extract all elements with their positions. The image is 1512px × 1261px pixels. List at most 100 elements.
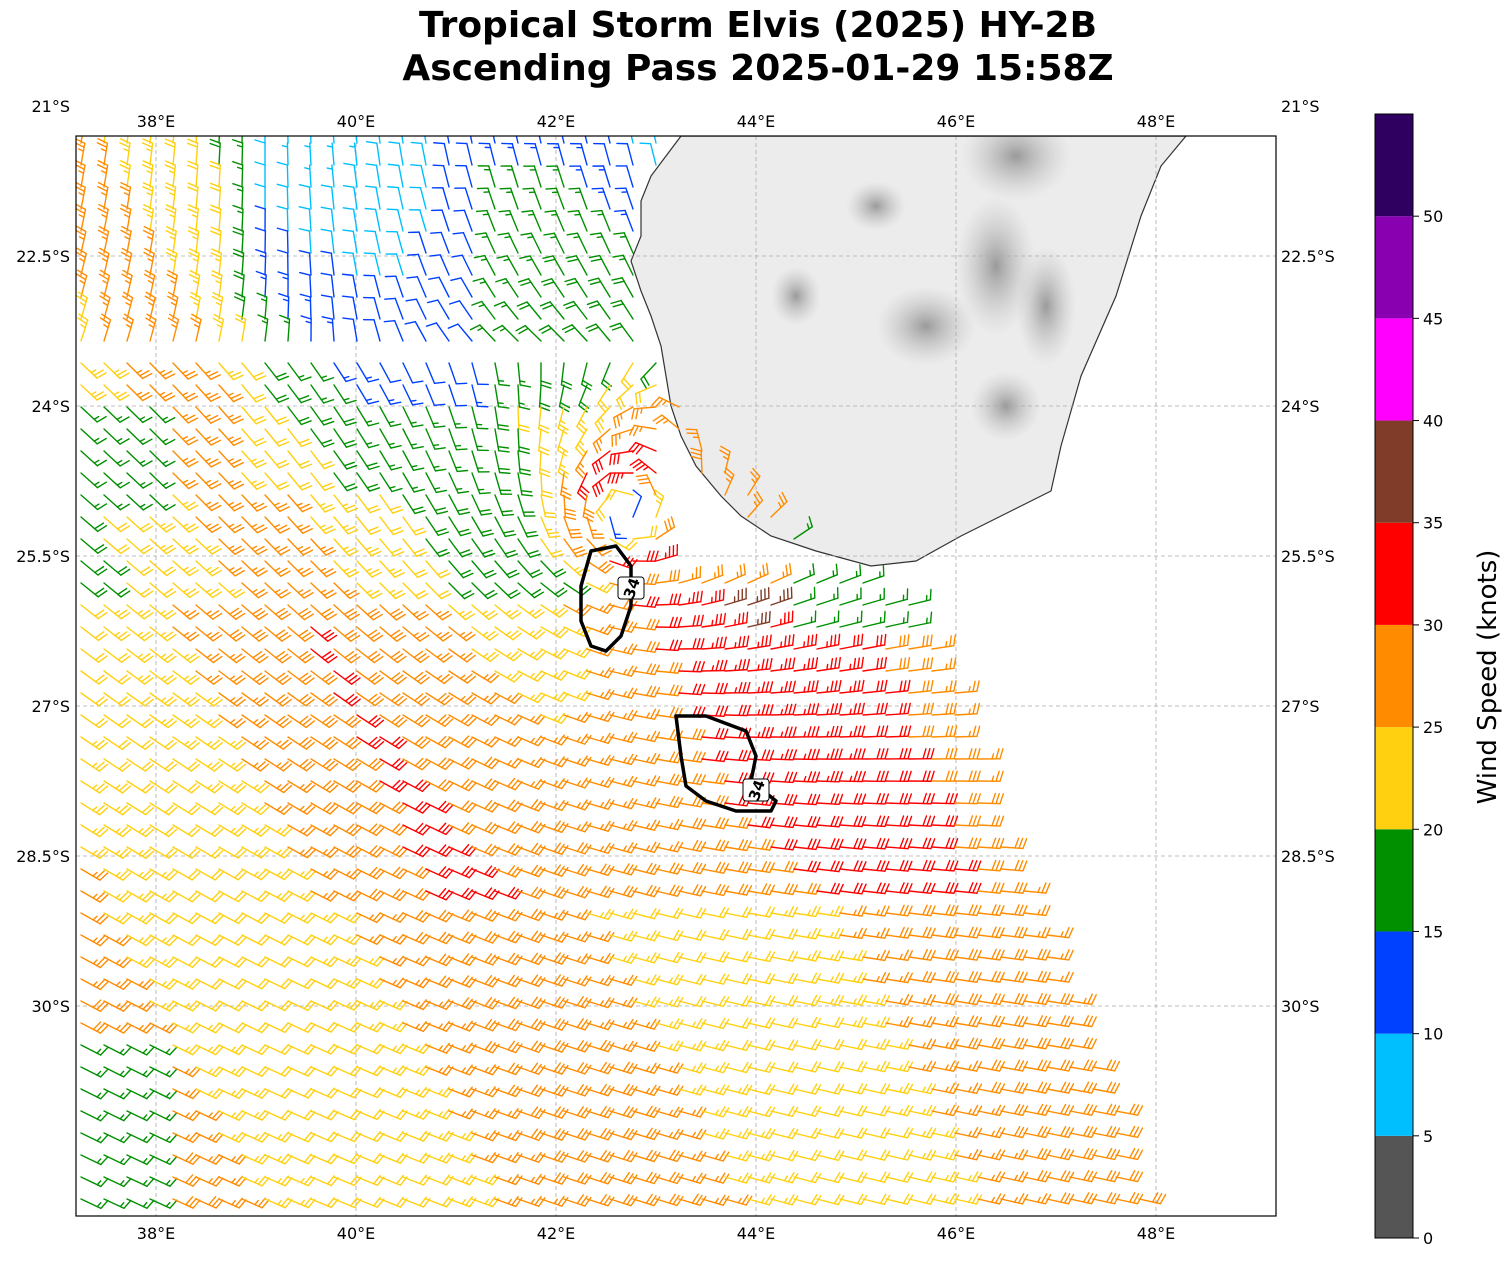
wind-barb [655, 516, 676, 540]
wind-barb [165, 247, 178, 276]
wind-barb [540, 604, 569, 618]
wind-barb [310, 890, 339, 902]
wind-barb [356, 736, 385, 750]
wind-barb [471, 582, 498, 600]
wind-barb [448, 800, 477, 814]
wind-barb [126, 648, 154, 664]
wind-barb [885, 588, 909, 606]
wind-barb [126, 670, 154, 685]
wind-barb [448, 428, 468, 451]
wind-barb [908, 747, 935, 760]
wind-barb [80, 494, 108, 511]
wind-barb [287, 736, 316, 750]
wind-barb [592, 428, 611, 454]
terrain-shading [876, 286, 976, 366]
wind-barb [218, 692, 246, 707]
wind-barb [379, 538, 405, 557]
lon-tick-label-bottom: 46°E [937, 1224, 975, 1243]
wind-barb [80, 538, 108, 554]
wind-barb [448, 865, 477, 879]
terrain-shading [971, 371, 1041, 441]
wind-barb [80, 714, 108, 729]
wind-barb [287, 406, 312, 426]
wind-barb [770, 491, 788, 518]
wind-barb [264, 582, 291, 599]
terrain-shading [846, 181, 906, 231]
wind-barb [363, 252, 381, 276]
wind-barb [379, 384, 402, 406]
wind-barb [492, 324, 519, 342]
plot-title-line-1: Tropical Storm Elvis (2025) HY-2B [418, 5, 1098, 46]
wind-barb [362, 318, 381, 342]
wind-barb [632, 685, 661, 698]
wind-barb [310, 362, 335, 382]
wind-barb [310, 516, 336, 535]
wind-barb [620, 362, 634, 391]
wind-barb [378, 136, 381, 144]
wind-barb [333, 912, 362, 924]
wind-barb [862, 748, 889, 760]
wind-barb [451, 254, 473, 276]
wind-barb [241, 736, 270, 750]
wind-barb [195, 648, 223, 664]
wind-barb [218, 516, 245, 534]
wind-barb [816, 563, 839, 584]
lat-tick-label-right: 27°S [1281, 697, 1320, 716]
wind-barb [471, 648, 500, 663]
wind-barb [264, 626, 292, 642]
wind-barb [255, 270, 267, 298]
wind-barb [172, 846, 201, 859]
wind-barb [320, 184, 335, 210]
wind-barb [298, 228, 312, 254]
wind-barbs [76, 99, 1167, 1210]
wind-barb [563, 711, 592, 723]
wind-barb [724, 681, 751, 694]
wind-barb [954, 748, 981, 760]
wind-barb [931, 792, 959, 805]
wind-barb [287, 912, 316, 924]
wind-barb [356, 692, 384, 707]
wind-barb [568, 187, 588, 210]
wind-barb [364, 185, 381, 210]
wind-barb [839, 587, 862, 606]
wind-barb [770, 610, 794, 628]
wind-barb [816, 679, 842, 694]
wind-barb [149, 516, 176, 533]
wind-barb [793, 838, 821, 851]
wind-barb [517, 626, 546, 640]
wind-barb [425, 322, 450, 342]
wind-barb [126, 450, 153, 467]
wind-barb [310, 714, 339, 729]
wind-barb [149, 802, 178, 816]
wind-barb [241, 136, 243, 144]
wind-barb [356, 494, 381, 514]
wind-barb [448, 300, 473, 320]
wind-barb [80, 560, 108, 576]
wind-barb [172, 758, 201, 772]
wind-barb [647, 99, 656, 121]
wind-barb [885, 725, 912, 738]
wind-barb [595, 494, 611, 522]
wind-barb [770, 726, 797, 738]
wind-barb [517, 713, 546, 725]
wind-barb [257, 314, 269, 342]
wind-barb [473, 254, 496, 276]
colorbar-tick-label: 0 [1423, 1229, 1433, 1248]
wind-barb [747, 634, 772, 650]
lon-tick-label-bottom: 42°E [537, 1224, 575, 1243]
wind-barb [126, 472, 153, 489]
wind-barb [678, 590, 703, 606]
wind-barb [310, 472, 336, 491]
lat-tick-label-right: 25.5°S [1281, 547, 1335, 566]
wind-barb [655, 569, 681, 584]
wind-barb [287, 692, 315, 707]
wind-barb [862, 860, 890, 872]
wind-barb [363, 274, 381, 298]
wind-barb [402, 757, 431, 771]
wind-barb [540, 842, 569, 855]
wind-barb [310, 384, 335, 404]
wind-barb [494, 538, 519, 558]
wind-barb [632, 550, 659, 562]
wind-barb [126, 604, 154, 620]
wind-barb [119, 160, 131, 188]
